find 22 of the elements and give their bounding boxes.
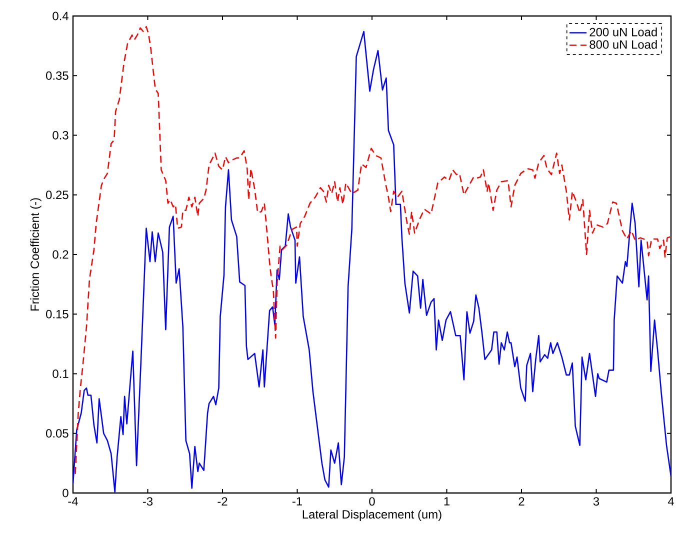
x-tick-label: -1 xyxy=(292,497,302,506)
y-tick-label: 0.05 xyxy=(46,429,68,438)
y-tick-label: 0.15 xyxy=(46,310,68,318)
x-tick-label: -2 xyxy=(218,497,228,506)
x-tick-label: 0 xyxy=(369,497,375,506)
x-tick-label: 2 xyxy=(518,497,524,506)
legend-label: 800 uN Load xyxy=(590,40,657,49)
x-tick-label: 3 xyxy=(593,497,600,506)
x-tick-label: -4 xyxy=(68,497,78,506)
y-tick-label: 0.2 xyxy=(52,250,68,259)
y-axis-title: Friction Coefficient (-) xyxy=(30,198,42,311)
y-tick-label: 0.4 xyxy=(52,12,68,20)
y-tick-label: 0.1 xyxy=(52,370,68,378)
x-tick-label: 4 xyxy=(668,497,674,506)
y-tick-label: 0 xyxy=(62,488,68,498)
legend-label: 200 uN Load xyxy=(590,28,657,36)
x-tick-label: 1 xyxy=(444,497,450,506)
y-tick-label: 0.25 xyxy=(46,190,68,200)
y-tick-label: 0.3 xyxy=(52,131,68,140)
x-axis-title: Lateral Displacement (um) xyxy=(302,510,442,521)
x-tick-label: -3 xyxy=(142,497,153,506)
y-tick-label: 0.35 xyxy=(46,71,68,80)
